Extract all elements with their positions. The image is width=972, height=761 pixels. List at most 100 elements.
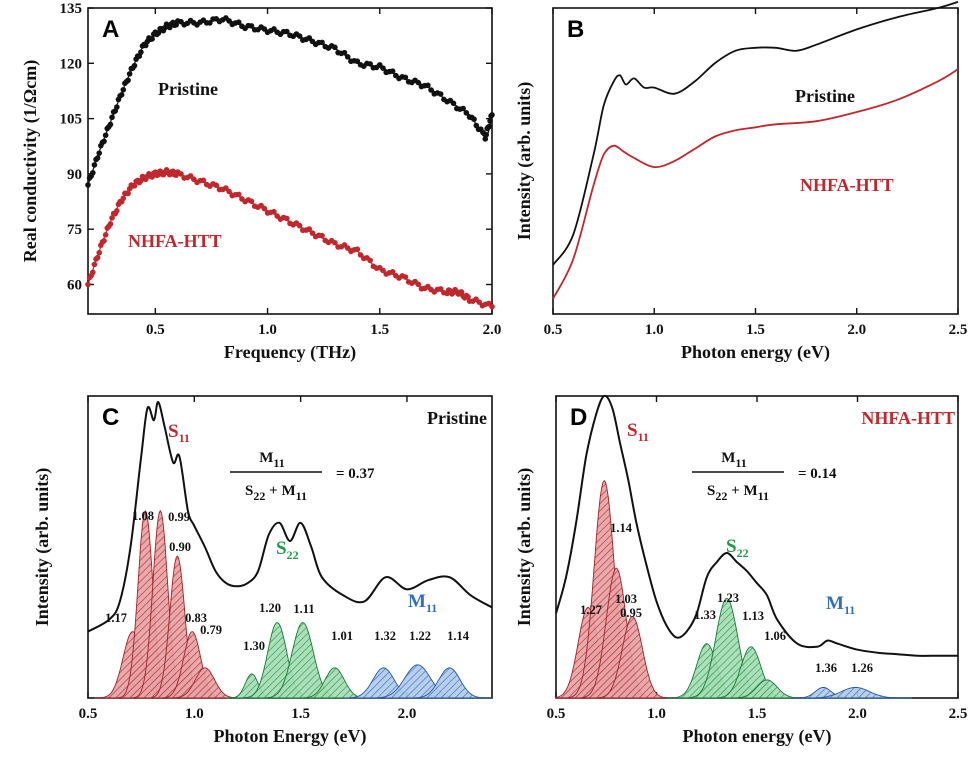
peak-label: 1.14 [610,521,633,535]
y-tick-label: 90 [67,167,82,183]
data-point [91,261,98,268]
data-point [107,121,114,128]
x-tick-label: 1.5 [291,706,310,722]
data-point [354,246,361,253]
peak-label: 1.27 [580,603,602,617]
peak-label: 1.06 [764,629,786,643]
band-label-s11: S11 [627,420,649,444]
data-point [114,208,120,214]
x-tick-label: 0.5 [79,706,98,722]
peak-label: 1.03 [615,592,637,606]
data-point [482,136,489,142]
data-point [131,62,138,69]
peak-label: 1.13 [742,609,764,623]
data-point [389,268,396,275]
peak-label: 0.90 [169,540,191,554]
data-point [296,33,303,39]
panel-title: Pristine [427,408,487,428]
peak-label: 1.33 [694,608,716,622]
data-point [319,232,325,239]
x-tick-label: 2.5 [949,706,968,722]
x-axis-label: Photon energy (eV) [683,726,832,747]
x-tick-label: 0.5 [547,706,566,722]
peak-label: 0.83 [185,611,207,625]
plot-frame [552,7,959,315]
peak-label: 1.36 [815,661,837,675]
formula-value: = 0.14 [798,466,837,482]
data-point [380,267,386,274]
data-point [306,226,313,232]
data-point [415,281,422,288]
peak-label: 1.20 [259,601,281,615]
y-tick-label: 135 [60,1,83,17]
data-point [476,299,482,305]
data-point [367,61,373,67]
panel-label: B [567,16,584,43]
x-tick-label: 2.0 [848,706,867,722]
series-line-nhfa [552,68,959,300]
x-tick-label: 1.0 [647,706,666,722]
data-point [283,215,290,222]
data-point [131,182,138,189]
data-point [118,92,125,98]
x-tick-label: 2.0 [398,706,417,722]
panel-title: NHFA-HTT [861,408,955,428]
data-point [96,150,103,156]
panel-label: A [102,16,119,43]
data-point [344,54,351,60]
band-label-s22: S22 [726,536,749,560]
x-tick-label: 2.0 [483,322,502,338]
data-point [248,198,255,205]
data-point [332,44,338,51]
formula-numerator: M11 [259,450,285,470]
y-tick-label: 60 [67,278,82,294]
formula-denominator: S22 + M11 [707,483,769,503]
data-point [354,58,361,65]
y-axis-label: Intensity (arb. units) [514,82,535,241]
series-label-nhfa: NHFA-HTT [128,231,222,251]
peak-m11-9 [799,686,912,699]
data-point [341,49,348,56]
peak-m11-12 [406,667,492,699]
x-tick-label: 0.5 [146,322,165,338]
data-point [91,162,98,168]
series-line-pristine [552,1,959,266]
data-point [102,232,109,238]
data-point [415,79,422,86]
series-label-nhfa: NHFA-HTT [800,175,894,195]
panel-a: 0.5 1.0 1.5 2.0 60 75 90 105 120 135 Frequency (TH… [20,1,501,363]
data-point [178,171,184,177]
panel-b: 0.5 1.0 1.5 2.0 2.5 Photon energy (eV) Intensi… [514,1,967,363]
plot-frame [87,7,493,315]
data-point [126,71,133,77]
x-tick-label: 1.5 [370,322,389,338]
peak-s11-5 [166,667,244,699]
envelope-line [555,394,958,657]
x-tick-label: 0.5 [544,322,563,338]
band-label-m11: M11 [408,591,437,615]
x-tick-label: 1.5 [746,322,765,338]
peak-label: 1.23 [717,591,739,605]
peak-label: 1.22 [409,629,431,643]
data-point [261,205,268,212]
data-point [200,177,207,184]
band-label-s11: S11 [168,421,190,445]
data-point [85,182,91,188]
data-point [271,208,277,215]
x-tick-label: 2.0 [847,322,866,338]
y-axis-label: Intensity (arb. units) [514,468,535,627]
x-axis-label: Photon Energy (eV) [214,726,367,747]
peak-label: 0.79 [200,623,222,637]
peak-label: 1.26 [851,661,873,675]
data-point [296,222,303,229]
peak-label: 1.14 [447,629,470,643]
data-point [125,190,131,197]
data-point [149,36,155,42]
data-point [90,269,96,276]
envelope-line [87,400,493,633]
data-point [367,257,373,264]
data-point [428,87,434,93]
x-tick-label: 1.5 [748,706,767,722]
x-axis-label: Photon energy (eV) [681,342,830,363]
